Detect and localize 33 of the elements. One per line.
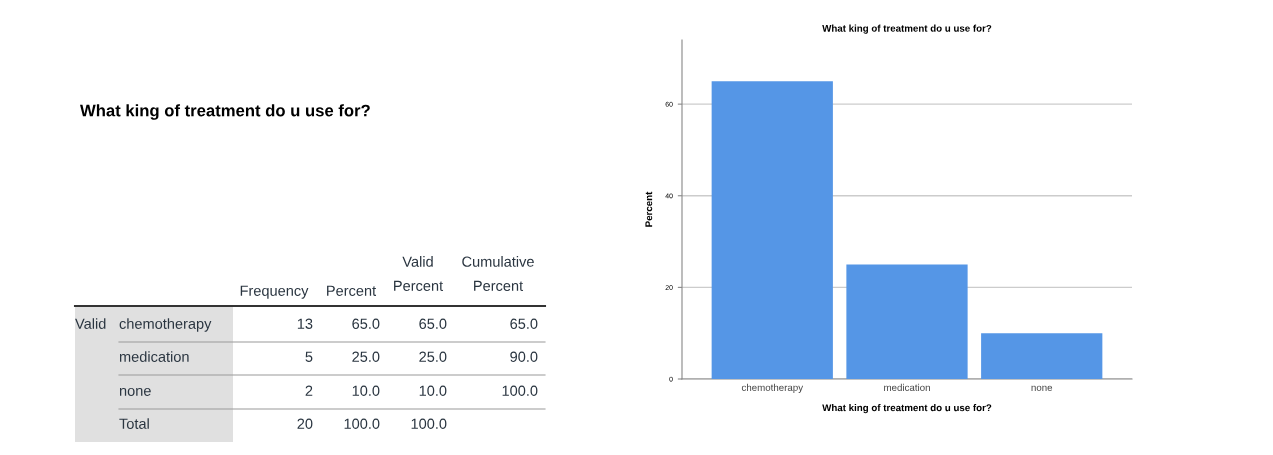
bar xyxy=(846,264,968,379)
text: 25.0 xyxy=(419,351,447,362)
text: 90.0 xyxy=(510,351,538,362)
text: Valid Percent xyxy=(394,256,444,291)
text: Valid xyxy=(75,318,106,329)
text: 100.0 xyxy=(502,385,538,396)
text: 20 xyxy=(297,418,313,429)
bar xyxy=(981,333,1103,379)
text: Frequency xyxy=(240,285,309,299)
y-axis-title: Percent xyxy=(645,191,653,227)
chart-title: What king of treatment do u use for? xyxy=(822,24,992,34)
text: 10.0 xyxy=(352,385,380,396)
x-tick-label: medication xyxy=(884,383,930,391)
bar xyxy=(711,81,833,379)
text: Percent xyxy=(327,285,377,296)
text: Total xyxy=(119,418,149,429)
text: 13 xyxy=(297,318,313,329)
x-tick-label: chemotherapy xyxy=(741,383,804,393)
text: 5 xyxy=(305,351,313,362)
text: Cumulative Percent xyxy=(462,256,534,291)
text: 25.0 xyxy=(352,351,380,362)
text: 2 xyxy=(305,385,313,396)
x-tick-label: none xyxy=(1031,385,1053,391)
text: medication xyxy=(119,351,189,362)
text: 65.0 xyxy=(510,318,538,329)
text: 100.0 xyxy=(411,418,447,429)
text: 65.0 xyxy=(419,318,447,329)
text: chemotherapy xyxy=(119,318,212,332)
x-axis-title: What king of treatment do u use for? xyxy=(822,404,992,414)
text: What king of treatment do u use for? xyxy=(80,104,370,120)
text: 65.0 xyxy=(352,318,380,329)
text: 10.0 xyxy=(419,385,447,396)
text: 100.0 xyxy=(344,418,380,429)
